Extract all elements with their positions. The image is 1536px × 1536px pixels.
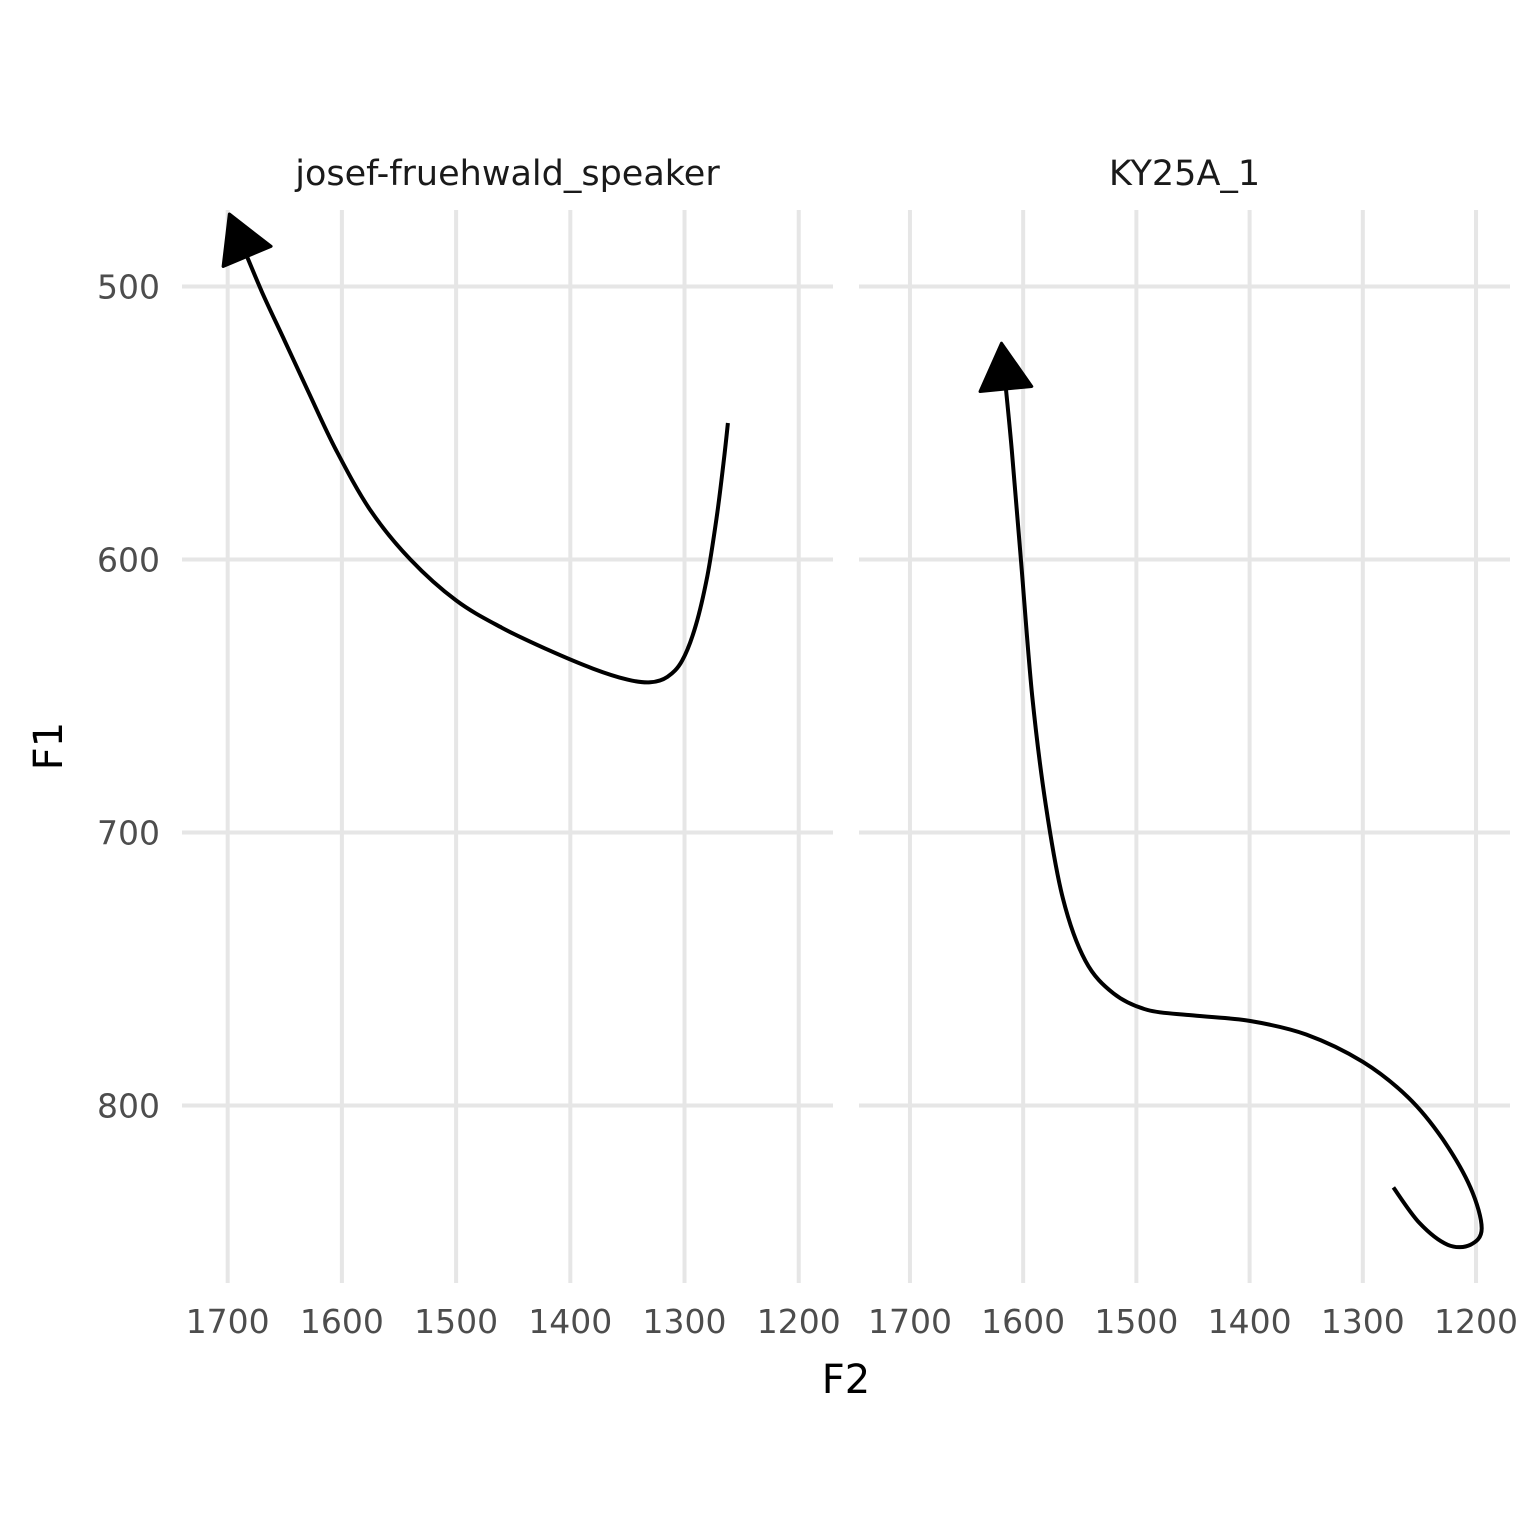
x-tick-label: 1500 <box>414 1302 498 1341</box>
x-tick-label: 1400 <box>1208 1302 1292 1341</box>
x-tick-label: 1200 <box>1434 1302 1518 1341</box>
facet-title: KY25A_1 <box>1109 154 1260 194</box>
formant-trajectory <box>1001 368 1484 1250</box>
x-tick-label: 1300 <box>643 1302 727 1341</box>
x-tick-label: 1300 <box>1321 1302 1405 1341</box>
x-tick-label: 1600 <box>981 1302 1065 1341</box>
trajectory-arrowhead <box>978 341 1034 393</box>
y-tick-label: 700 <box>97 814 160 853</box>
x-tick-label: 1600 <box>300 1302 384 1341</box>
y-tick-label: 600 <box>97 540 160 579</box>
y-tick-label: 500 <box>97 267 160 306</box>
y-tick-label: 800 <box>97 1087 160 1126</box>
x-tick-label: 1700 <box>186 1302 270 1341</box>
x-axis-title: F2 <box>822 1357 870 1403</box>
x-tick-label: 1500 <box>1094 1302 1178 1341</box>
x-tick-label: 1200 <box>757 1302 841 1341</box>
x-tick-label: 1700 <box>868 1302 952 1341</box>
formant-trajectory <box>237 236 730 685</box>
trajectory-arrowhead <box>221 212 273 268</box>
panels-layer: josef-fruehwald_speaker 1700 1600 1500 1400 1… <box>97 154 1518 1341</box>
facet-panel-1: josef-fruehwald_speaker 1700 1600 1500 1400 1… <box>97 154 841 1341</box>
facet-panel-2: KY25A_1 1700 1600 1500 1400 1300 1200 <box>859 154 1518 1341</box>
x-tick-label: 1400 <box>528 1302 612 1341</box>
y-axis-title: F1 <box>26 722 72 770</box>
facet-title: josef-fruehwald_speaker <box>294 154 720 194</box>
